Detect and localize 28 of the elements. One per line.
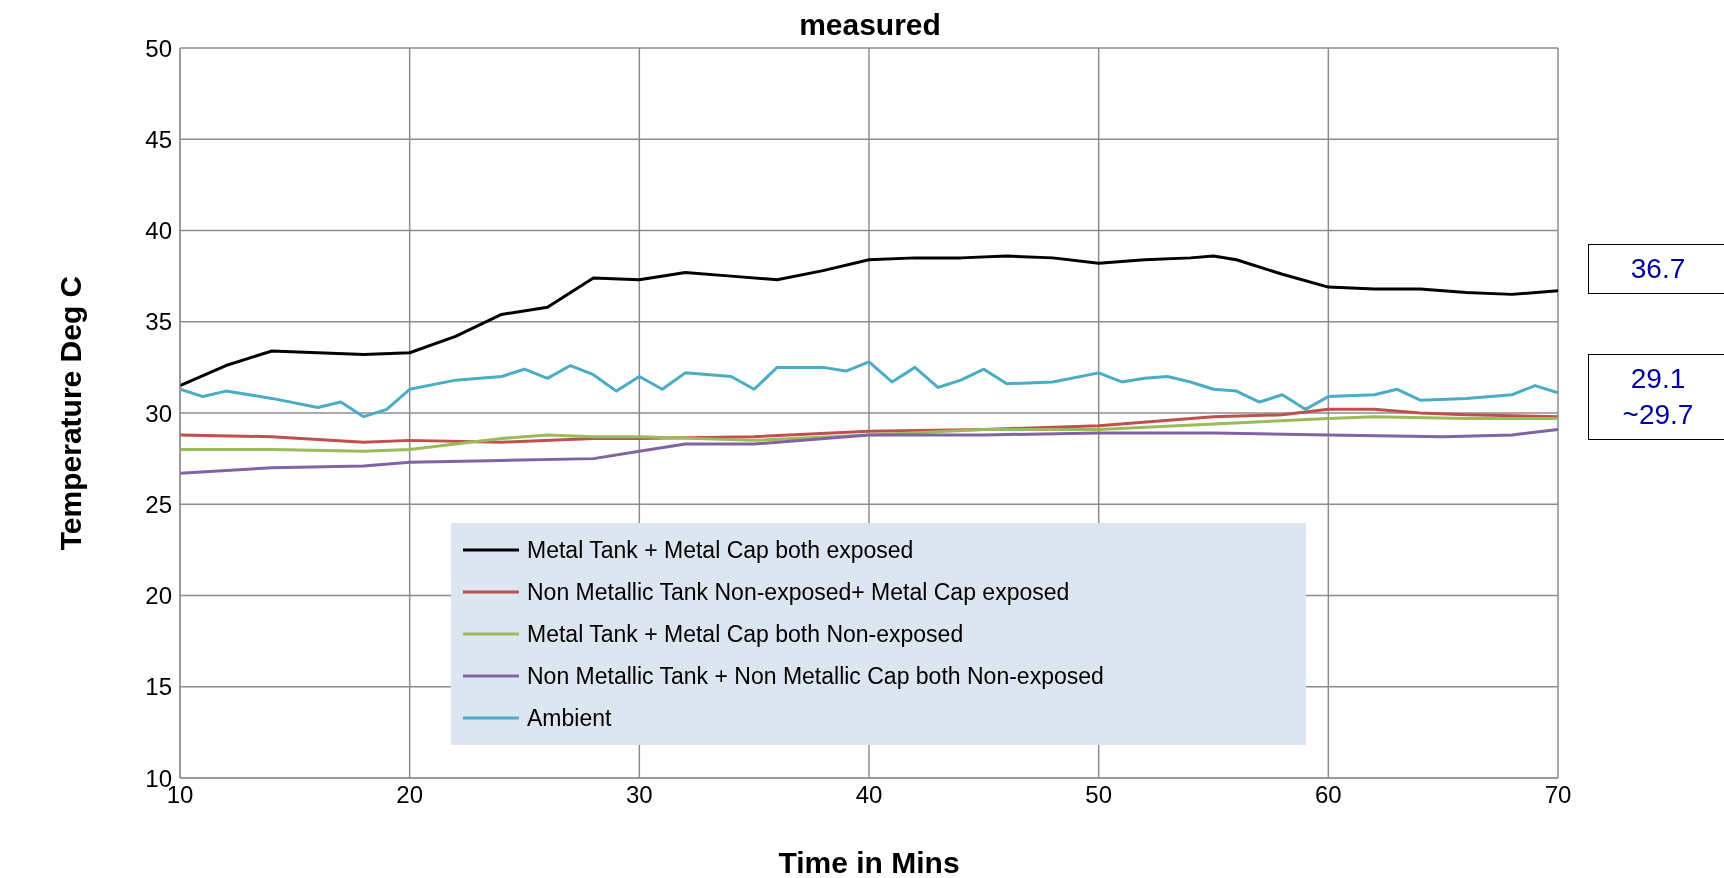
y-tick-label: 20 xyxy=(145,582,172,610)
x-tick-label: 60 xyxy=(1314,781,1342,809)
y-tick-label: 45 xyxy=(145,125,172,153)
x-tick-label: 20 xyxy=(396,781,424,809)
line-series xyxy=(180,360,1558,419)
y-tick-label: 15 xyxy=(145,673,172,701)
x-tick-label: 70 xyxy=(1544,781,1572,809)
y-tick-label: 40 xyxy=(145,217,172,245)
x-tick-label: 30 xyxy=(625,781,653,809)
text: 29.1 ~29.7 xyxy=(1621,362,1695,432)
x-axis-title: Time in Mins xyxy=(778,846,960,878)
line-series xyxy=(180,415,1558,453)
legend-label: Ambient xyxy=(527,704,612,732)
text: 36.7 xyxy=(1629,252,1687,286)
legend-label: Non Metallic Tank + Non Metallic Cap both Non-exposed xyxy=(527,662,1104,690)
y-tick-label: 25 xyxy=(145,490,172,518)
y-tick-label: 50 xyxy=(145,34,172,62)
y-tick-label: 30 xyxy=(145,399,172,427)
x-tick-label: 40 xyxy=(855,781,883,809)
y-axis-title: Temperature Deg C xyxy=(53,275,87,551)
legend-label: Metal Tank + Metal Cap both exposed xyxy=(527,536,914,564)
legend-label: Metal Tank + Metal Cap both Non-exposed xyxy=(527,620,964,648)
line-series xyxy=(180,254,1558,388)
y-tick-label: 35 xyxy=(145,308,172,336)
x-tick-label: 50 xyxy=(1085,781,1113,809)
chart-title: measured xyxy=(799,8,941,41)
line-series xyxy=(180,427,1558,475)
legend-label: Non Metallic Tank Non-exposed+ Metal Cap exposed xyxy=(527,578,1070,606)
